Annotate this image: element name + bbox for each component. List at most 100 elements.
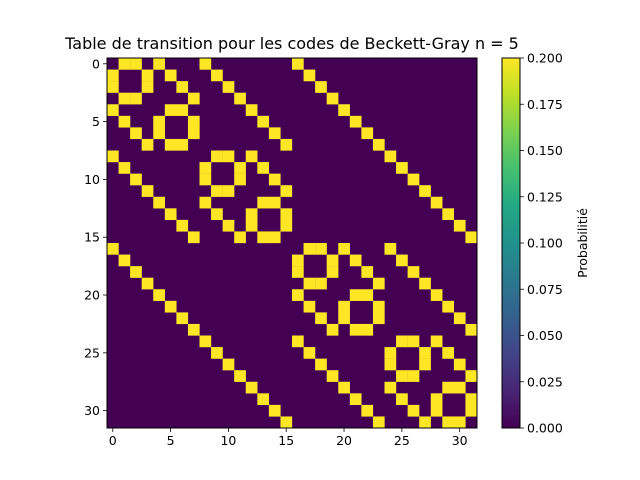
- y-tick-label: 20: [84, 288, 100, 303]
- colorbar-tick-label: 0.100: [527, 236, 563, 251]
- heatmap-cell: [430, 393, 443, 406]
- heatmap-cell: [303, 347, 316, 359]
- colorbar-ticks: 0.000 0.025 0.050 0.075 0.100 0.125 0.150 0.175…: [520, 51, 563, 436]
- heatmap-cell: [349, 289, 362, 301]
- y-tick-label: 0: [92, 56, 100, 71]
- colorbar-tick-label: 0.025: [527, 374, 563, 389]
- heatmap-plot: 0 5 10 15 20 25 30 0 5 10 15 20 25 30: [84, 56, 478, 448]
- heatmap-cell: [153, 115, 165, 128]
- heatmap-cell: [187, 231, 200, 244]
- heatmap-cell: [407, 173, 420, 186]
- colorbar-tick-label: 0.150: [527, 143, 563, 158]
- heatmap-cell: [453, 358, 466, 371]
- heatmap-cell: [453, 381, 466, 394]
- heatmap-cell: [442, 300, 455, 313]
- heatmap-cell: [211, 347, 223, 359]
- heatmap-cell: [361, 289, 374, 301]
- heatmap-cell: [187, 323, 200, 336]
- heatmap-cell: [372, 138, 385, 151]
- heatmap-cell: [372, 300, 385, 313]
- heatmap-cell: [118, 254, 131, 267]
- heatmap-cell: [164, 300, 177, 313]
- heatmap-cell: [280, 208, 293, 221]
- heatmap-cell: [141, 185, 154, 197]
- heatmap-cell: [465, 393, 478, 406]
- heatmap-cell: [442, 381, 455, 394]
- heatmap-cell: [234, 162, 246, 174]
- heatmap-cell: [292, 266, 304, 278]
- heatmap-cell: [107, 243, 119, 255]
- heatmap-cell: [361, 404, 374, 417]
- heatmap-cell: [211, 185, 223, 197]
- heatmap-cell: [153, 196, 165, 209]
- heatmap-cell: [222, 219, 235, 232]
- heatmap-cell: [442, 347, 455, 359]
- chart-title: Table de transition pour les codes de Be…: [64, 34, 519, 53]
- heatmap-cell: [107, 150, 119, 163]
- heatmap-cell: [222, 358, 235, 371]
- heatmap-cell: [280, 219, 293, 232]
- heatmap-cell: [130, 92, 142, 105]
- heatmap-cell: [107, 81, 119, 93]
- heatmap-cell: [176, 81, 189, 93]
- heatmap-cell: [326, 323, 339, 336]
- colorbar-tick-label: 0.125: [527, 189, 563, 204]
- heatmap-cell: [315, 81, 327, 93]
- heatmap-cell: [349, 254, 362, 267]
- heatmap-cell: [257, 196, 270, 209]
- heatmap-cell: [245, 219, 258, 232]
- heatmap-cell: [419, 277, 431, 290]
- heatmap-cell: [396, 370, 408, 382]
- heatmap-cell: [234, 370, 246, 382]
- heatmap-cell: [107, 69, 119, 82]
- heatmap-cell: [326, 254, 339, 267]
- heatmap-cell: [130, 127, 142, 140]
- heatmap-cell: [141, 81, 154, 93]
- heatmap-cell: [326, 92, 339, 105]
- heatmap-cell: [141, 69, 154, 82]
- heatmap-cell: [419, 358, 431, 371]
- heatmap-cell: [430, 335, 443, 348]
- heatmap-cell: [234, 231, 246, 244]
- heatmap-cell: [384, 358, 397, 371]
- heatmap-cell: [338, 300, 350, 313]
- heatmap-cell: [430, 196, 443, 209]
- heatmap-cell: [187, 92, 200, 105]
- heatmap-cell: [222, 81, 235, 93]
- heatmap-cell: [199, 58, 212, 70]
- heatmap-cell: [361, 323, 374, 336]
- heatmap-cell: [234, 173, 246, 186]
- heatmap-cell: [453, 219, 466, 232]
- x-tick-label: 10: [220, 433, 236, 448]
- heatmap-cell: [153, 289, 165, 301]
- heatmap-cell: [453, 312, 466, 325]
- heatmap-background: [107, 58, 477, 428]
- heatmap-cell: [187, 115, 200, 128]
- colorbar: 0.000 0.025 0.050 0.075 0.100 0.125 0.150 0.175…: [501, 51, 590, 436]
- heatmap-cell: [407, 335, 420, 348]
- heatmap-cell: [292, 335, 304, 348]
- heatmap-cell: [372, 312, 385, 325]
- heatmap-cell: [292, 254, 304, 267]
- heatmap-cell: [268, 404, 281, 417]
- colorbar-tick-label: 0.000: [527, 421, 563, 436]
- heatmap-cell: [257, 115, 270, 128]
- heatmap-cell: [211, 69, 223, 82]
- heatmap-cell: [257, 393, 270, 406]
- heatmap-cell: [338, 243, 350, 255]
- heatmap-cell: [245, 104, 258, 116]
- heatmap-cell: [118, 58, 131, 70]
- heatmap-cell: [292, 289, 304, 301]
- heatmap-cell: [118, 115, 131, 128]
- x-axis: 0 5 10 15 20 25 30: [109, 428, 468, 448]
- heatmap-cell: [419, 185, 431, 197]
- heatmap-cell: [303, 277, 316, 290]
- heatmap-cell: [442, 208, 455, 221]
- x-tick-label: 5: [167, 433, 175, 448]
- x-tick-label: 20: [336, 433, 352, 448]
- heatmap-cell: [303, 69, 316, 82]
- heatmap-cell: [268, 127, 281, 140]
- heatmap-cell: [176, 104, 189, 116]
- heatmap-cell: [292, 58, 304, 70]
